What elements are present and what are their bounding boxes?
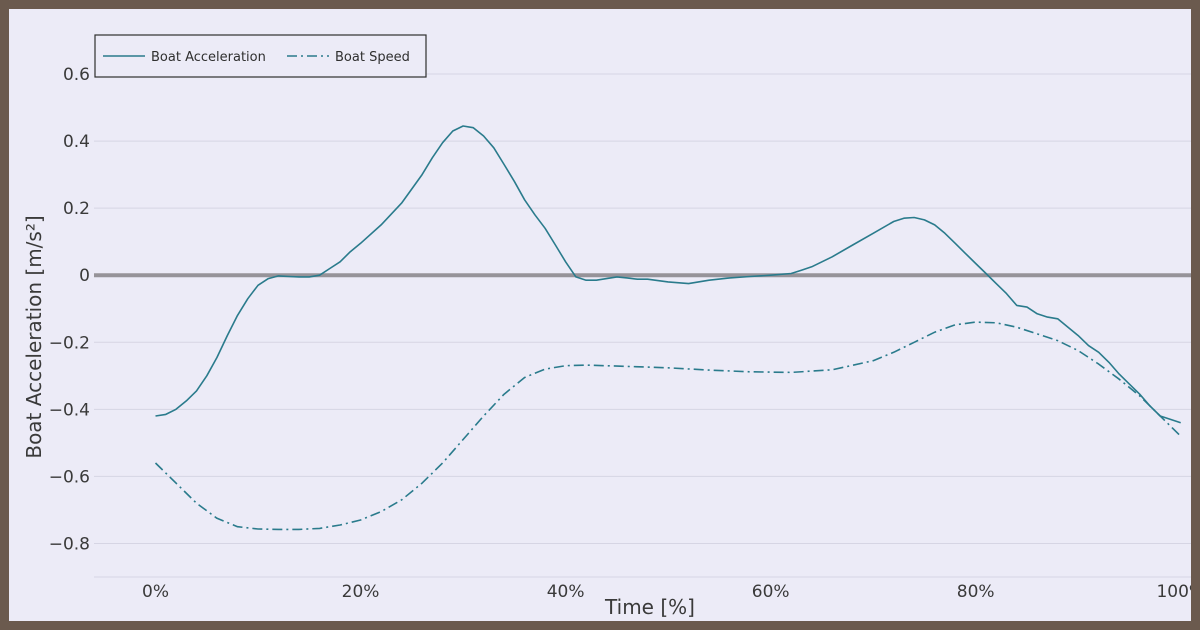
legend-box bbox=[94, 34, 427, 78]
y-tick-label: −0.2 bbox=[49, 333, 90, 353]
x-tick-label: 0% bbox=[142, 582, 169, 602]
gridlines bbox=[94, 73, 1191, 578]
series-line-boat-speed[interactable] bbox=[154, 321, 1182, 531]
legend-label-boat-speed: Boat Speed bbox=[335, 50, 410, 65]
x-tick-label: 20% bbox=[342, 582, 380, 602]
y-tick-label: −0.6 bbox=[49, 467, 90, 487]
y-tick-labels: 0.6 0.4 0.2 0 −0.2 −0.4 −0.6 −0.8 bbox=[49, 65, 90, 554]
x-tick-label: 40% bbox=[547, 582, 585, 602]
y-tick-label: 0.4 bbox=[63, 132, 90, 152]
series-lines bbox=[154, 125, 1182, 531]
y-axis-title: Boat Acceleration [m/s²] bbox=[22, 215, 46, 458]
x-tick-label: 60% bbox=[752, 582, 790, 602]
y-tick-label: 0.2 bbox=[63, 199, 90, 219]
line-chart: 0.6 0.4 0.2 0 −0.2 −0.4 −0.6 −0.8 0% 20% 40% 60% 80… bbox=[22, 34, 1191, 619]
y-tick-label: −0.8 bbox=[49, 534, 90, 554]
legend-label-boat-acceleration: Boat Acceleration bbox=[151, 50, 266, 65]
y-tick-label: −0.4 bbox=[49, 400, 90, 420]
legend[interactable]: Boat Acceleration Boat Speed bbox=[94, 34, 427, 78]
chart-panel: 0.6 0.4 0.2 0 −0.2 −0.4 −0.6 −0.8 0% 20% 40% 60% 80… bbox=[9, 9, 1191, 621]
y-tick-label: 0.6 bbox=[63, 65, 90, 85]
x-tick-label: 100% bbox=[1156, 582, 1191, 602]
x-tick-labels: 0% 20% 40% 60% 80% 100% bbox=[142, 582, 1191, 602]
series-line-boat-acceleration[interactable] bbox=[155, 125, 1181, 424]
x-axis-title: Time [%] bbox=[604, 595, 695, 619]
x-tick-label: 80% bbox=[957, 582, 995, 602]
y-tick-label: 0 bbox=[79, 266, 90, 286]
